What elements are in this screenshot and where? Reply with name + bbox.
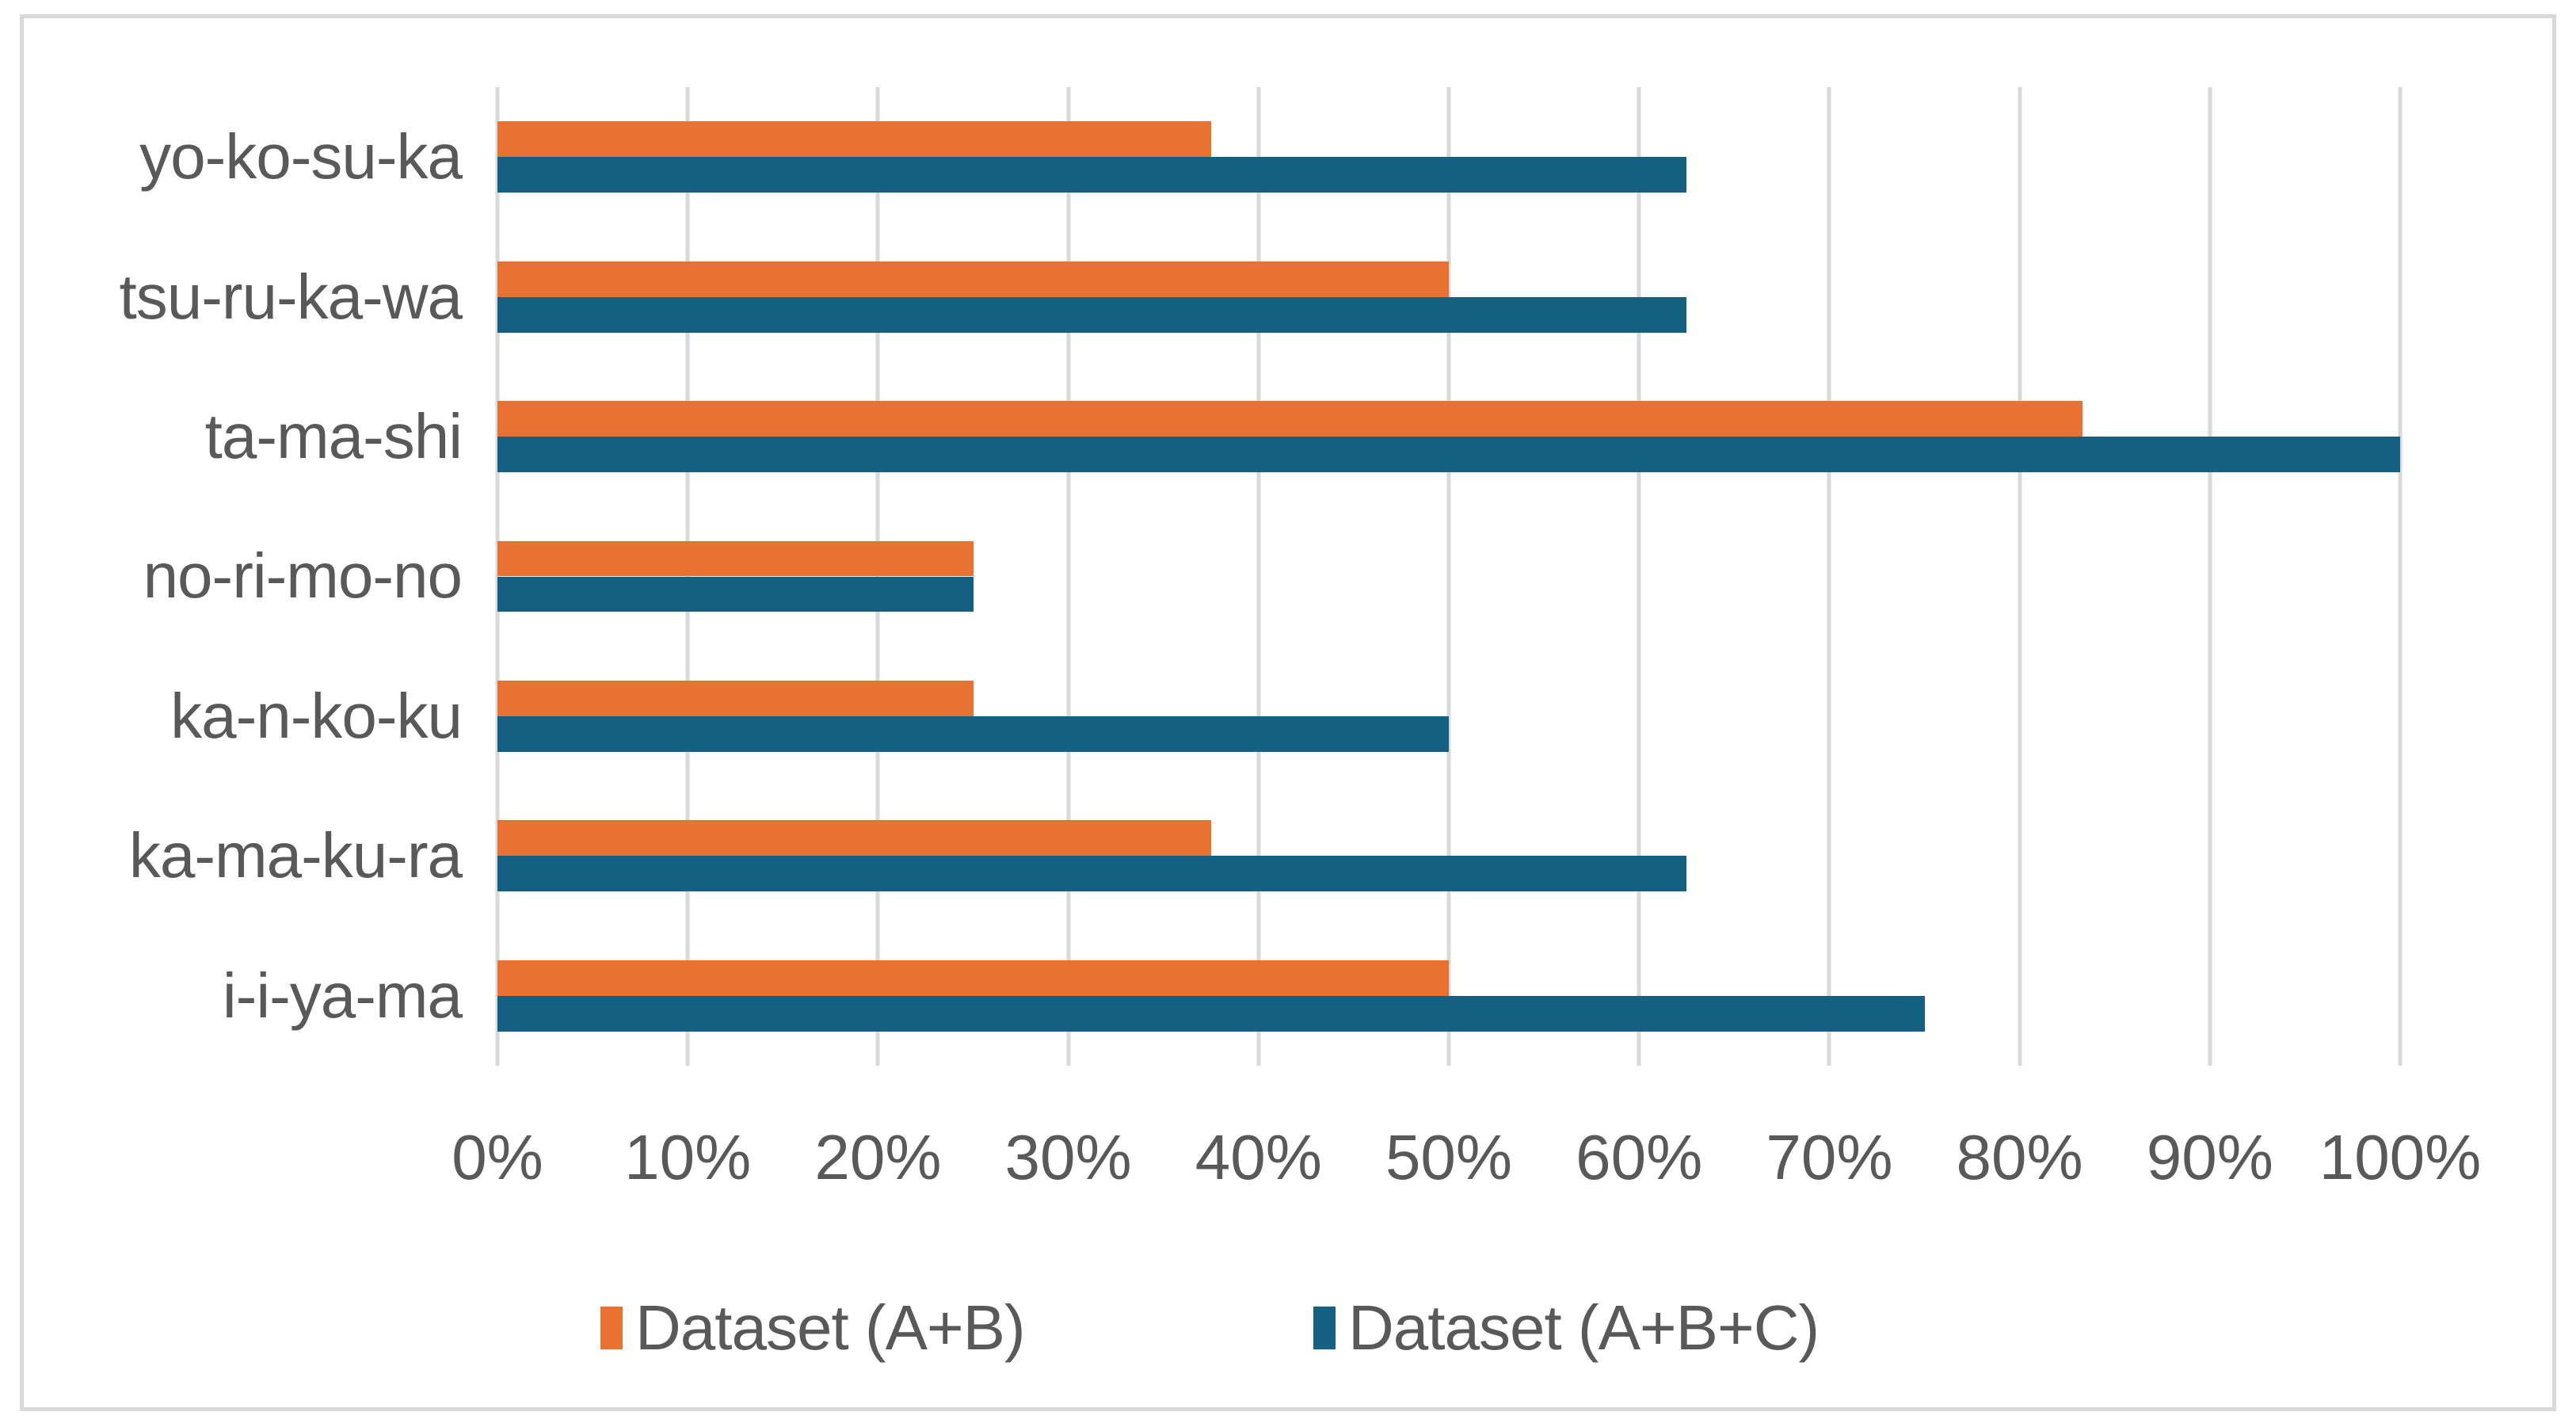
chart-legend: Dataset (A+B) Dataset (A+B+C) — [24, 1292, 2576, 1364]
gridline — [1256, 87, 1261, 1066]
tick-label-30%: 30% — [1004, 1122, 1132, 1192]
category-label-ka-n-ko-ku: ka-n-ko-ku — [170, 680, 463, 751]
tick-label-20%: 20% — [814, 1122, 942, 1192]
tick-label-0%: 0% — [452, 1122, 543, 1192]
tick-label-100%: 100% — [2319, 1122, 2482, 1192]
legend-swatch-1 — [600, 1307, 623, 1349]
gridline — [1827, 87, 1831, 1066]
tick-label-60%: 60% — [1576, 1122, 1703, 1192]
category-label-ka-ma-ku-ra: ka-ma-ku-ra — [128, 820, 463, 891]
gridline — [2018, 87, 2022, 1066]
category-label-ta-ma-shi: ta-ma-shi — [204, 401, 463, 472]
legend-label-2: Dataset (A+B+C) — [1348, 1292, 1820, 1363]
category-label-yo-ko-su-ka: yo-ko-su-ka — [139, 121, 463, 193]
tick-label-10%: 10% — [624, 1122, 752, 1192]
tick-label-70%: 70% — [1766, 1122, 1893, 1192]
bar-no-ri-mo-no-series-2[interactable] — [497, 576, 974, 612]
bar-tsu-ru-ka-wa-series-1[interactable] — [497, 261, 1449, 297]
bar-yo-ko-su-ka-series-2[interactable] — [497, 157, 1687, 193]
gridline — [2398, 87, 2403, 1066]
legend-swatch-2 — [1313, 1307, 1336, 1349]
tick-label-90%: 90% — [2146, 1122, 2273, 1192]
bar-ka-ma-ku-ra-series-2[interactable] — [497, 856, 1687, 892]
bar-ka-n-ko-ku-series-1[interactable] — [497, 680, 974, 716]
legend-item-1[interactable]: Dataset (A+B) — [600, 1292, 1026, 1364]
bar-i-i-ya-ma-series-1[interactable] — [497, 960, 1449, 996]
tick-label-50%: 50% — [1385, 1122, 1513, 1192]
tick-label-40%: 40% — [1195, 1122, 1322, 1192]
category-label-tsu-ru-ka-wa: tsu-ru-ka-wa — [119, 261, 463, 332]
bar-ta-ma-shi-series-2[interactable] — [497, 437, 2400, 473]
gridline — [2208, 87, 2212, 1066]
bar-tsu-ru-ka-wa-series-2[interactable] — [497, 296, 1687, 333]
chart-frame: yo-ko-su-ka tsu-ru-ka-wa ta-ma-shi no-ri-mo… — [20, 14, 2556, 1411]
bar-ka-ma-ku-ra-series-1[interactable] — [497, 820, 1211, 857]
bar-yo-ko-su-ka-series-1[interactable] — [497, 121, 1211, 158]
legend-item-2[interactable]: Dataset (A+B+C) — [1313, 1292, 1820, 1364]
bar-i-i-ya-ma-series-2[interactable] — [497, 995, 1925, 1032]
gridline — [1446, 87, 1451, 1066]
gridline — [1066, 87, 1071, 1066]
bar-no-ri-mo-no-series-1[interactable] — [497, 540, 974, 577]
bar-ta-ma-shi-series-1[interactable] — [497, 401, 2083, 437]
category-label-i-i-ya-ma: i-i-ya-ma — [222, 960, 463, 1031]
category-label-no-ri-mo-no: no-ri-mo-no — [143, 540, 463, 612]
bar-ka-n-ko-ku-series-2[interactable] — [497, 715, 1449, 752]
legend-label-1: Dataset (A+B) — [635, 1292, 1026, 1363]
gridline — [1637, 87, 1641, 1066]
tick-label-80%: 80% — [1956, 1122, 2083, 1192]
